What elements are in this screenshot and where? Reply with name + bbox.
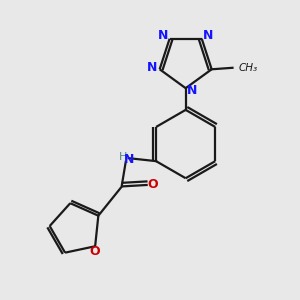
Text: N: N [202,29,213,42]
Text: O: O [90,245,101,258]
Text: N: N [187,84,197,97]
Text: O: O [148,178,158,191]
Text: N: N [147,61,158,74]
Text: N: N [158,29,168,42]
Text: CH₃: CH₃ [239,63,258,73]
Text: H: H [119,152,128,162]
Text: N: N [124,153,134,166]
